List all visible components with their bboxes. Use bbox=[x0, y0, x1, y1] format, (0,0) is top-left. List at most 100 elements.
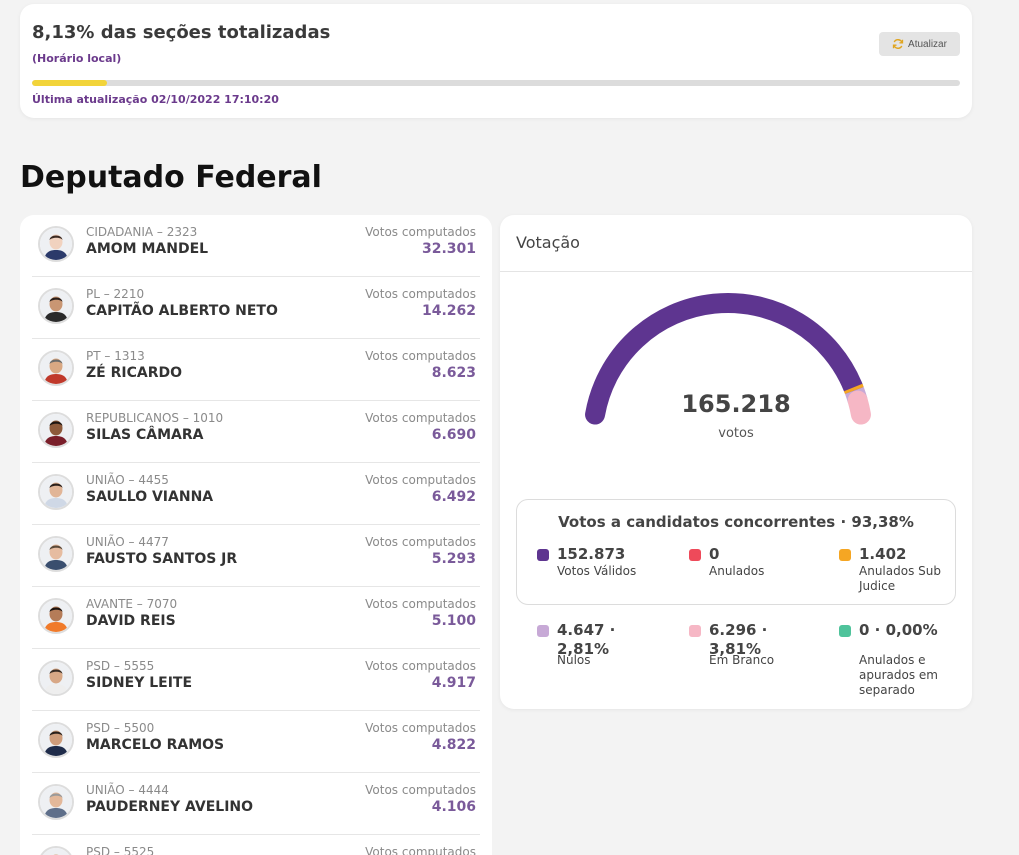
candidate-row[interactable]: UNIÃO – 4477 FAUSTO SANTOS JR Votos comput… bbox=[32, 525, 480, 587]
legend-swatch bbox=[537, 625, 549, 637]
votes-label: Votos computados bbox=[365, 783, 476, 797]
votacao-title: Votação bbox=[516, 233, 580, 252]
votes-value: 6.492 bbox=[431, 489, 476, 505]
stat-label: Anulados e apurados em separado bbox=[859, 653, 938, 697]
totalization-card: 8,13% das seções totalizadas (Horário lo… bbox=[20, 4, 972, 118]
candidate-avatar bbox=[38, 474, 74, 510]
total-votes: 165.218 bbox=[681, 390, 791, 418]
candidate-row[interactable]: PSD – 5500 MARCELO RAMOS Votos computados 4… bbox=[32, 711, 480, 773]
candidate-row[interactable]: CIDADANIA – 2323 AMOM MANDEL Votos computa… bbox=[32, 215, 480, 277]
candidate-party: UNIÃO – 4455 bbox=[86, 473, 169, 487]
totalization-progress-bar bbox=[32, 80, 960, 86]
candidate-avatar bbox=[38, 536, 74, 572]
candidate-row[interactable]: AVANTE – 7070 DAVID REIS Votos computados 5… bbox=[32, 587, 480, 649]
candidate-party: AVANTE – 7070 bbox=[86, 597, 178, 611]
total-votes-label: votos bbox=[718, 426, 754, 441]
candidate-avatar bbox=[38, 846, 74, 855]
stat-value: 0 · 0,00% bbox=[859, 621, 938, 639]
candidate-avatar bbox=[38, 350, 74, 386]
stat-label: Nulos bbox=[557, 653, 591, 667]
candidate-party: UNIÃO – 4444 bbox=[86, 783, 169, 797]
candidate-name: MARCELO RAMOS bbox=[86, 737, 225, 753]
votes-label: Votos computados bbox=[365, 597, 476, 611]
gauge-segment bbox=[585, 293, 864, 425]
votes-value: 4.822 bbox=[431, 737, 476, 753]
stat-label: Anulados bbox=[709, 564, 765, 578]
candidate-name: PAUDERNEY AVELINO bbox=[86, 799, 254, 815]
candidate-row[interactable]: UNIÃO – 4455 SAULLO VIANNA Votos computado… bbox=[32, 463, 480, 525]
gauge-segment bbox=[843, 383, 864, 395]
refresh-button[interactable]: Atualizar bbox=[879, 32, 960, 56]
candidate-party: PL – 2210 bbox=[86, 287, 145, 301]
votacao-header: Votação bbox=[500, 215, 972, 272]
stat-label: Votos Válidos bbox=[557, 564, 637, 578]
local-time-note: (Horário local) bbox=[32, 52, 122, 65]
last-update-text: Última atualização 02/10/2022 17:10:20 bbox=[32, 93, 279, 106]
candidate-party: PSD – 5500 bbox=[86, 721, 155, 735]
candidate-row[interactable]: UNIÃO – 4444 PAUDERNEY AVELINO Votos compu… bbox=[32, 773, 480, 835]
stat-value: 6.296 · 3,81% bbox=[709, 621, 768, 658]
votes-value: 6.690 bbox=[431, 427, 476, 443]
candidate-row[interactable]: PSD – 5555 SIDNEY LEITE Votos computados 4.… bbox=[32, 649, 480, 711]
votes-label: Votos computados bbox=[365, 535, 476, 549]
votes-label: Votos computados bbox=[365, 659, 476, 673]
candidate-avatar bbox=[38, 412, 74, 448]
legend-swatch bbox=[537, 549, 549, 561]
candidate-row[interactable]: REPUBLICANOS – 1010 SILAS CÂMARA Votos com… bbox=[32, 401, 480, 463]
candidate-avatar bbox=[38, 722, 74, 758]
stat-value: 4.647 · 2,81% bbox=[557, 621, 616, 658]
votes-label: Votos computados bbox=[365, 411, 476, 425]
candidate-party: PSD – 5525 bbox=[86, 845, 155, 855]
gauge-segment bbox=[847, 390, 871, 425]
candidate-party: CIDADANIA – 2323 bbox=[86, 225, 198, 239]
stat-value: 0 bbox=[709, 545, 720, 563]
votes-value: 4.106 bbox=[431, 799, 476, 815]
votes-value: 5.293 bbox=[431, 551, 476, 567]
stat-value: 152.873 bbox=[557, 545, 626, 563]
candidate-avatar bbox=[38, 288, 74, 324]
candidate-row[interactable]: PSD – 5525 Votos computados bbox=[32, 835, 480, 855]
votes-label: Votos computados bbox=[365, 287, 476, 301]
candidate-party: UNIÃO – 4477 bbox=[86, 535, 169, 549]
candidate-name: SAULLO VIANNA bbox=[86, 489, 214, 505]
candidate-avatar bbox=[38, 784, 74, 820]
legend-swatch bbox=[839, 549, 851, 561]
candidate-votes-box: Votos a candidatos concorrentes · 93,38% bbox=[516, 499, 956, 605]
candidate-party: PT – 1313 bbox=[86, 349, 145, 363]
candidate-avatar bbox=[38, 226, 74, 262]
votes-value: 14.262 bbox=[421, 303, 476, 319]
candidate-name: ZÉ RICARDO bbox=[86, 365, 182, 381]
candidate-name: SIDNEY LEITE bbox=[86, 675, 193, 691]
candidate-party: PSD – 5555 bbox=[86, 659, 155, 673]
candidate-name: SILAS CÂMARA bbox=[86, 427, 204, 443]
votes-value: 32.301 bbox=[421, 241, 476, 257]
votes-label: Votos computados bbox=[365, 721, 476, 735]
legend-swatch bbox=[689, 549, 701, 561]
candidate-row[interactable]: PL – 2210 CAPITÃO ALBERTO NETO Votos compu… bbox=[32, 277, 480, 339]
section-title: Deputado Federal bbox=[20, 160, 322, 195]
candidate-avatar bbox=[38, 660, 74, 696]
legend-swatch bbox=[689, 625, 701, 637]
votacao-card: Votação 165.218 votos Votos a candidatos… bbox=[500, 215, 972, 709]
stat-value: 1.402 bbox=[859, 545, 907, 563]
refresh-icon bbox=[892, 38, 904, 50]
votes-label: Votos computados bbox=[365, 349, 476, 363]
votes-gauge bbox=[585, 293, 871, 425]
refresh-label: Atualizar bbox=[908, 38, 947, 50]
candidate-party: REPUBLICANOS – 1010 bbox=[86, 411, 224, 425]
votes-value: 4.917 bbox=[431, 675, 476, 691]
votes-value: 8.623 bbox=[431, 365, 476, 381]
candidate-name: AMOM MANDEL bbox=[86, 241, 209, 257]
candidate-name: FAUSTO SANTOS JR bbox=[86, 551, 238, 567]
progress-fill bbox=[32, 80, 108, 86]
votes-label: Votos computados bbox=[365, 473, 476, 487]
candidate-list: CIDADANIA – 2323 AMOM MANDEL Votos computa… bbox=[20, 215, 492, 855]
votes-value: 5.100 bbox=[431, 613, 476, 629]
candidate-votes-title: Votos a candidatos concorrentes · 93,38% bbox=[558, 513, 914, 531]
totalization-title: 8,13% das seções totalizadas bbox=[32, 22, 331, 43]
stat-label: Anulados Sub Judice bbox=[859, 564, 941, 593]
votes-label: Votos computados bbox=[365, 845, 476, 855]
stat-label: Em Branco bbox=[709, 653, 775, 667]
legend-swatch bbox=[839, 625, 851, 637]
candidate-row[interactable]: PT – 1313 ZÉ RICARDO Votos computados 8.623 bbox=[32, 339, 480, 401]
